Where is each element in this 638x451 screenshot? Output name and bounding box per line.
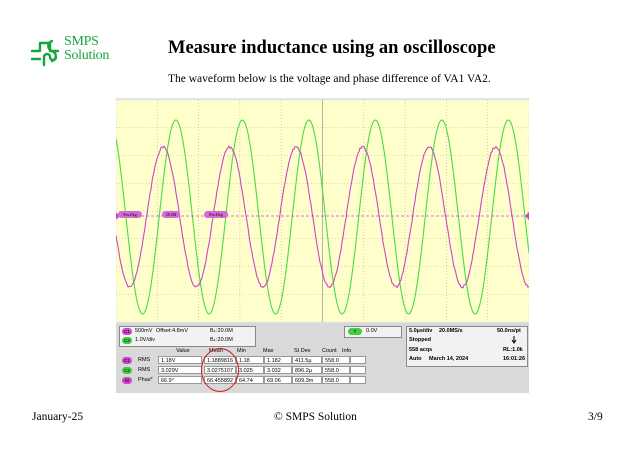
meas-cell-info: [350, 376, 366, 384]
meas-cell-stdev: 896.2µ: [292, 366, 322, 374]
acq-state: Stopped: [409, 337, 431, 343]
meas-header-0: Value: [176, 348, 190, 354]
ch2-scale: 1.0V/div: [135, 337, 155, 343]
meas-row-badge: C1: [122, 357, 132, 364]
meas-row-name: RMS: [138, 357, 150, 363]
logo-line2: Solution: [64, 49, 109, 63]
ch1-badge: C1: [122, 328, 132, 335]
ch1-offset: Offset:4.8mV: [156, 328, 188, 334]
meas-cell-stdev: 411.5µ: [292, 356, 322, 364]
trigger-level: 0.0V: [366, 328, 377, 334]
ch1-bw: Bₖ:20.0M: [210, 328, 233, 334]
page-title: Measure inductance using an oscilloscope: [168, 38, 496, 59]
meas-row-badge: M: [122, 377, 132, 384]
meas-header-5: Count: [322, 348, 337, 354]
meas-cell-text: 66.9°: [161, 378, 174, 384]
meas-cell-text: 64.74: [239, 378, 253, 384]
meas-cell-stdev: 609.3m: [292, 376, 322, 384]
meas-cell-text: 3.032: [267, 368, 281, 374]
meas-cell-count: 558.0: [322, 376, 350, 384]
ch2-badge: C2: [122, 337, 132, 344]
meas-cell-text: 1.18V: [161, 358, 175, 364]
meas-cell-max: 3.032: [264, 366, 292, 374]
trigger-badge: T: [348, 328, 362, 335]
meas-cell-text: 558.0: [325, 378, 339, 384]
mean-highlight-circle: [201, 348, 239, 392]
meas-header-3: Max: [263, 348, 273, 354]
timebase-div: 5.0µs/div: [409, 328, 432, 334]
meas-cell-min: 64.74: [236, 376, 264, 384]
acq-date: March 14, 2024: [429, 356, 468, 362]
meas-row-name: RMS: [138, 367, 150, 373]
page-subtitle: The waveform below is the voltage and ph…: [168, 73, 491, 85]
meas-cell-text: 69.06: [267, 378, 281, 384]
meas-header-6: Info: [342, 348, 351, 354]
meas-cell-value: 66.9°: [158, 376, 202, 384]
marker-mid: 28.2M: [162, 211, 180, 218]
waveform-screen: Pos.Deg 28.2M Pos.Deg: [116, 100, 529, 322]
meas-cell-info: [350, 366, 366, 374]
ch2-bw: Bₖ:20.0M: [210, 337, 233, 343]
meas-cell-info: [350, 356, 366, 364]
meas-cell-text: 896.2µ: [295, 368, 312, 374]
meas-cell-text: 411.5µ: [295, 358, 312, 364]
meas-cell-count: 558.0: [322, 356, 350, 364]
meas-cell-text: 1.18: [239, 358, 250, 364]
meas-row-name: Phas*: [138, 377, 153, 383]
meas-cell-text: 558.0: [325, 358, 339, 364]
timebase-rate: 20.0MS/s: [439, 328, 463, 334]
oscilloscope-screenshot: Pos.Deg 28.2M Pos.Deg C1 500mV Offset:4.…: [116, 98, 529, 393]
meas-cell-count: 558.0: [322, 366, 350, 374]
logo-line1: SMPS: [64, 35, 109, 49]
measurement-panel: C1 500mV Offset:4.8mV Bₖ:20.0M C2 1.0V/d…: [116, 323, 529, 393]
record-length: RL:1.0k: [503, 347, 523, 353]
acq-count: 558 acqs: [409, 347, 432, 353]
footer-date: January-25: [32, 411, 83, 423]
logo-text: SMPS Solution: [64, 35, 109, 63]
marker-left: Pos.Deg: [118, 211, 142, 218]
meas-cell-value: 1.18V: [158, 356, 202, 364]
marker-right: Pos.Deg: [204, 211, 228, 218]
ch1-scale: 500mV: [135, 328, 152, 334]
acq-mode: Auto: [409, 356, 422, 362]
meas-cell-max: 1.182: [264, 356, 292, 364]
meas-cell-max: 69.06: [264, 376, 292, 384]
meas-cell-text: 609.3m: [295, 378, 313, 384]
meas-cell-text: 1.182: [267, 358, 281, 364]
acq-time: 16:01:26: [503, 356, 525, 362]
meas-cell-min: 3.025: [236, 366, 264, 374]
meas-cell-min: 1.18: [236, 356, 264, 364]
meas-header-4: St Dev: [294, 348, 311, 354]
page-number: 3/9: [588, 411, 603, 423]
arrow-down-icon: [511, 336, 517, 344]
meas-cell-text: 558.0: [325, 368, 339, 374]
meas-row-badge: C2: [122, 367, 132, 374]
meas-cell-text: 3.029V: [161, 368, 178, 374]
meas-cell-value: 3.029V: [158, 366, 202, 374]
timebase-pts: 50.0ns/pt: [497, 328, 521, 334]
meas-cell-text: 3.025: [239, 368, 253, 374]
meas-header-2: Min: [237, 348, 246, 354]
footer-copyright: © SMPS Solution: [274, 411, 357, 423]
